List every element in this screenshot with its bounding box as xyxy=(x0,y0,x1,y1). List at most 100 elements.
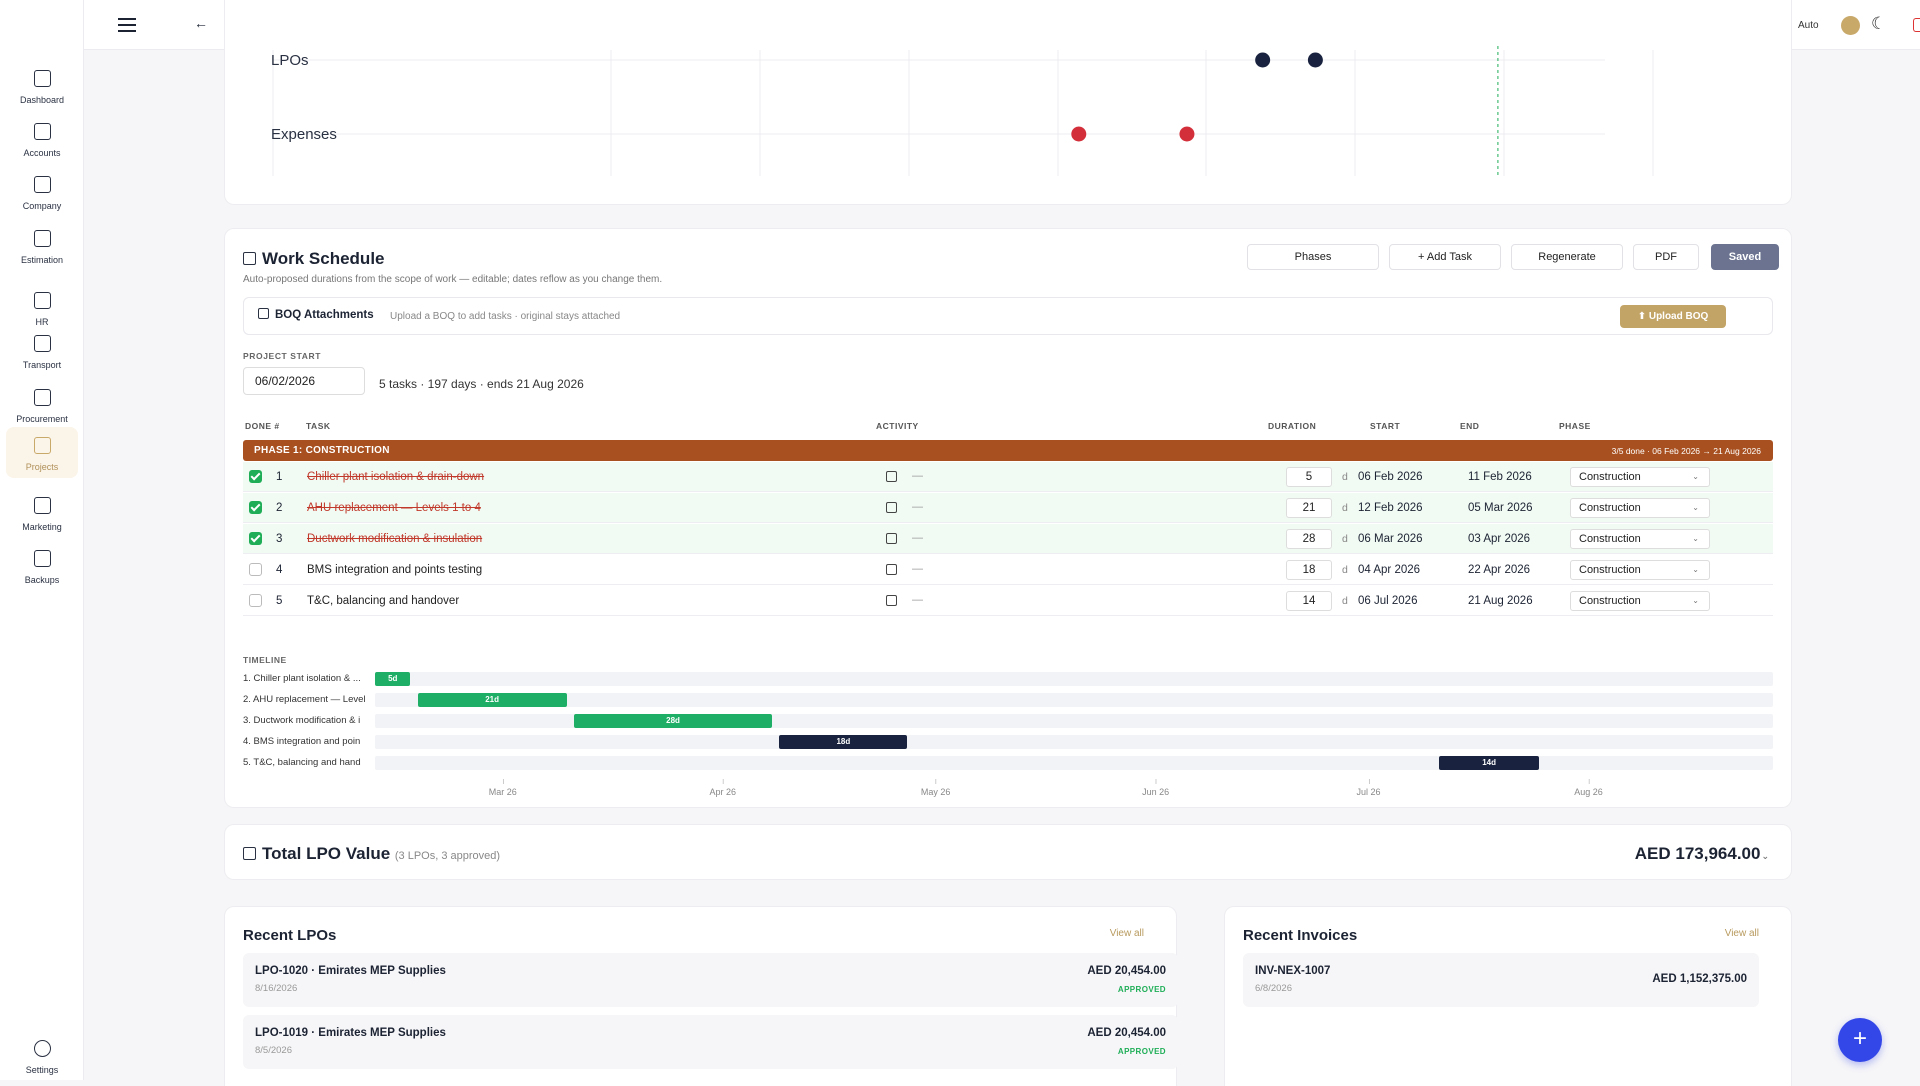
total-lpo-subtitle: (3 LPOs, 3 approved) xyxy=(394,850,501,862)
phases-button[interactable]: Phases xyxy=(1247,244,1379,270)
pdf-button[interactable]: PDF xyxy=(1633,244,1699,270)
sidebar-item-accounts[interactable]: Accounts xyxy=(0,123,84,158)
phase-select[interactable]: Construction ⌄ xyxy=(1570,560,1710,580)
phase-select[interactable]: Construction ⌄ xyxy=(1570,591,1710,611)
total-lpo-card[interactable]: Total LPO Value (3 LPOs, 3 approved) AED… xyxy=(224,824,1792,880)
sidebar-item-estimation[interactable]: Estimation xyxy=(0,230,84,265)
activity-checkbox[interactable] xyxy=(886,502,897,513)
saved-button[interactable]: Saved xyxy=(1711,244,1779,270)
timeline-row: 2. AHU replacement — Level 21d xyxy=(243,693,1773,707)
company-icon xyxy=(33,176,51,193)
task-name[interactable]: Chiller plant isolation & drain-down xyxy=(307,471,485,483)
scatter-point[interactable] xyxy=(1255,52,1271,68)
accounts-icon xyxy=(33,123,51,140)
sidebar-item-settings[interactable]: Settings xyxy=(0,1040,84,1075)
boq-toggle-checkbox[interactable] xyxy=(258,308,269,320)
recent-lpos-view-all[interactable]: View all xyxy=(1109,928,1144,939)
lpo-toggle-checkbox[interactable] xyxy=(243,846,256,860)
phase-info: 3/5 done · 06 Feb 2026 → 21 Aug 2026 xyxy=(1611,446,1761,456)
scatter-row-label: LPOs xyxy=(271,52,309,69)
timeline-row: 4. BMS integration and poin 18d xyxy=(243,735,1773,749)
task-done-checkbox[interactable] xyxy=(249,470,262,483)
lpo-list-item[interactable]: LPO-1020 · Emirates MEP Supplies 8/16/202… xyxy=(243,953,1178,1007)
timeline-bar[interactable]: 14d xyxy=(1439,756,1539,770)
boq-attachments: BOQ Attachments Upload a BOQ to add task… xyxy=(243,297,1773,335)
task-name[interactable]: T&C, balancing and handover xyxy=(307,595,460,607)
procurement-icon xyxy=(33,389,51,406)
timeline-bar[interactable]: 18d xyxy=(779,735,908,749)
timeline-track: 28d xyxy=(375,714,1773,728)
task-done-checkbox[interactable] xyxy=(249,501,262,514)
work-schedule-title: Work Schedule xyxy=(243,249,385,269)
timeline-bar[interactable]: 21d xyxy=(417,693,567,707)
sidebar-item-procurement[interactable]: Procurement xyxy=(0,389,84,424)
task-number: 4 xyxy=(276,564,283,576)
boq-hint: Upload a BOQ to add tasks · original sta… xyxy=(390,311,621,322)
sidebar-item-label: Settings xyxy=(25,1065,59,1075)
recent-invoices-title: Recent Invoices xyxy=(1243,927,1358,944)
dark-mode-icon[interactable]: ☾ xyxy=(1871,14,1887,33)
lpo-title: LPO-1019 · Emirates MEP Supplies xyxy=(255,1027,446,1039)
sidebar-item-hr[interactable]: HR xyxy=(0,292,84,327)
timeline-month-label: Aug 26 xyxy=(1574,779,1603,797)
duration-input[interactable]: 28 xyxy=(1286,529,1332,549)
sidebar-item-backups[interactable]: Backups xyxy=(0,550,84,585)
scatter-point[interactable] xyxy=(1179,126,1195,142)
chevron-down-icon[interactable]: ⌄ xyxy=(1761,851,1769,861)
timeline-month-label: Jun 26 xyxy=(1142,779,1170,797)
phase-select[interactable]: Construction ⌄ xyxy=(1570,529,1710,549)
timeline-track: 18d xyxy=(375,735,1773,749)
theme-mode-label: Auto xyxy=(1798,20,1819,31)
duration-input[interactable]: 5 xyxy=(1286,467,1332,487)
timeline-bar[interactable]: 5d xyxy=(375,672,411,686)
sidebar-item-dashboard[interactable]: Dashboard xyxy=(0,70,84,105)
activity-checkbox[interactable] xyxy=(886,564,897,575)
scatter-point[interactable] xyxy=(1307,52,1323,68)
phase-select[interactable]: Construction ⌄ xyxy=(1570,467,1710,487)
col-activity: ACTIVITY xyxy=(876,421,919,431)
task-row: 3 Ductwork modification & insulation —28 d 0… xyxy=(243,524,1773,554)
upload-boq-button[interactable]: ⬆ Upload BOQ xyxy=(1620,305,1726,328)
scatter-point[interactable] xyxy=(1071,126,1087,142)
recent-invoices-view-all[interactable]: View all xyxy=(1724,928,1759,939)
invoice-list-item[interactable]: INV-NEX-1007 6/8/2026 AED 1,152,375.00 xyxy=(1243,953,1759,1007)
sidebar-item-label: Transport xyxy=(22,360,62,370)
phase-select-value: Construction xyxy=(1579,502,1641,514)
timeline-task-name: 5. T&C, balancing and hand xyxy=(243,757,361,768)
sidebar-item-label: Estimation xyxy=(20,255,64,265)
menu-icon[interactable] xyxy=(118,18,136,32)
task-name[interactable]: Ductwork modification & insulation xyxy=(307,533,483,545)
add-fab-button[interactable]: + xyxy=(1838,1018,1882,1062)
timeline-month-label: Mar 26 xyxy=(488,779,517,797)
sidebar-item-company[interactable]: Company xyxy=(0,176,84,211)
activity-checkbox[interactable] xyxy=(886,471,897,482)
duration-input[interactable]: 14 xyxy=(1286,591,1332,611)
theme-color-swatch[interactable] xyxy=(1841,16,1860,35)
lpo-list-item[interactable]: LPO-1019 · Emirates MEP Supplies 8/5/2026… xyxy=(243,1015,1178,1069)
logout-icon[interactable] xyxy=(1913,18,1920,32)
section-collapse-checkbox[interactable] xyxy=(243,251,256,265)
project-start-input[interactable] xyxy=(243,367,365,395)
add-task-button[interactable]: + Add Task xyxy=(1389,244,1501,270)
sidebar-item-marketing[interactable]: Marketing xyxy=(0,497,84,532)
sidebar-item-transport[interactable]: Transport xyxy=(0,335,84,370)
duration-input[interactable]: 21 xyxy=(1286,498,1332,518)
sidebar-item-label: Projects xyxy=(25,462,59,472)
task-name[interactable]: BMS integration and points testing xyxy=(307,564,483,576)
task-done-checkbox[interactable] xyxy=(249,563,262,576)
task-name[interactable]: AHU replacement — Levels 1 to 4 xyxy=(307,502,481,514)
back-arrow-icon[interactable]: ← xyxy=(194,15,208,31)
task-done-checkbox[interactable] xyxy=(249,532,262,545)
regenerate-button[interactable]: Regenerate xyxy=(1511,244,1623,270)
task-done-checkbox[interactable] xyxy=(249,594,262,607)
timeline-bar[interactable]: 28d xyxy=(573,714,773,728)
invoice-amount: AED 1,152,375.00 xyxy=(1652,973,1747,985)
phase-select[interactable]: Construction ⌄ xyxy=(1570,498,1710,518)
sidebar-item-projects[interactable]: Projects xyxy=(6,427,78,478)
activity-checkbox[interactable] xyxy=(886,533,897,544)
activity-value: — xyxy=(912,563,923,575)
phase-header[interactable]: PHASE 1: CONSTRUCTION 3/5 done · 06 Feb … xyxy=(243,440,1773,461)
duration-input[interactable]: 18 xyxy=(1286,560,1332,580)
activity-checkbox[interactable] xyxy=(886,595,897,606)
activity-scatter-chart: LPOs Expenses xyxy=(224,0,1792,205)
